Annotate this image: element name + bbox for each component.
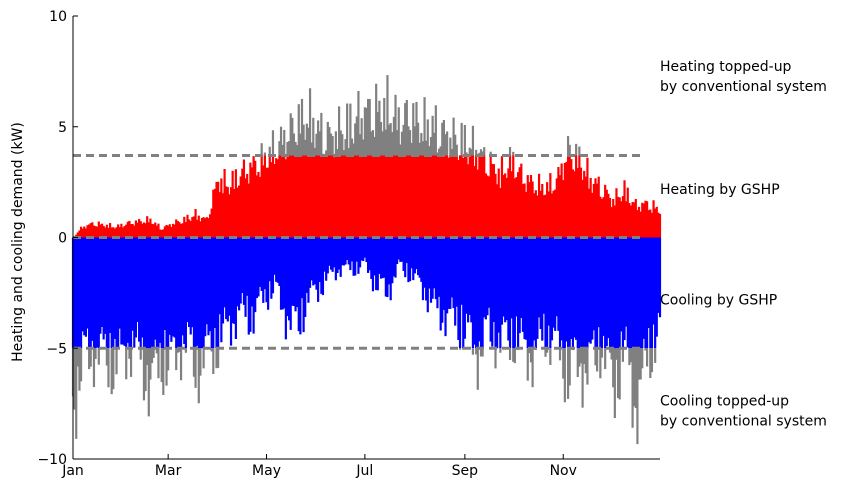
annotation-heat-topup: Heating topped-up by conventional system [660, 59, 827, 95]
y-tick-label: 5 [58, 120, 67, 136]
cooling-series [71, 237, 662, 445]
y-tick-label: 10 [49, 9, 67, 25]
x-tick-label: Jan [61, 463, 84, 479]
y-tick-label: 0 [58, 231, 67, 247]
x-tick-label: Nov [550, 463, 577, 479]
annotation-heat-gshp: Heating by GSHP [660, 182, 780, 198]
y-tick-label: −10 [37, 452, 67, 468]
y-tick-label: −5 [46, 341, 67, 357]
x-tick-label: May [252, 463, 281, 479]
heating-series [73, 75, 662, 238]
annotation-cool-gshp: Cooling by GSHP [660, 293, 777, 309]
annotations: Heating topped-up by conventional system H… [660, 59, 827, 429]
x-tick-label: Jul [355, 463, 373, 479]
annotation-cool-topup: Cooling topped-up by conventional system [660, 393, 827, 429]
x-tick-label: Mar [155, 463, 182, 479]
x-tick-label: Sep [452, 463, 479, 479]
y-axis-label: Heating and cooling demand (kW) [10, 122, 26, 362]
plot-area [71, 75, 662, 445]
